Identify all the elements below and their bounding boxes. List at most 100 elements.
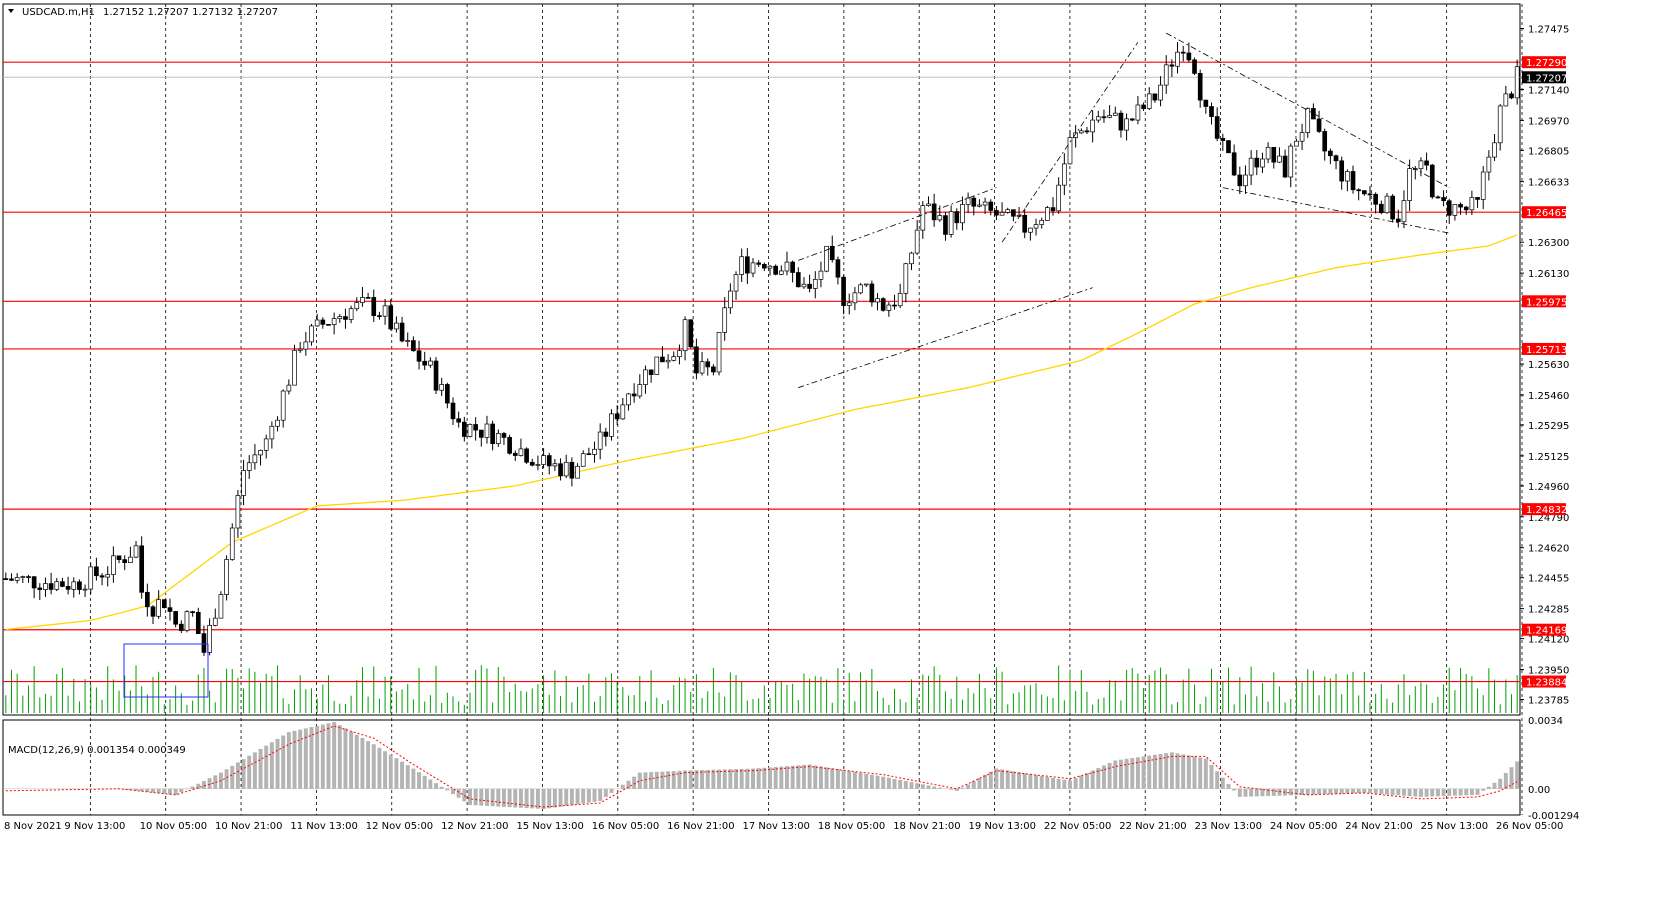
candle-body [1424, 160, 1429, 166]
candle-body [303, 341, 309, 350]
candle-body [258, 450, 263, 456]
candle-body [784, 261, 790, 272]
candle-body [541, 455, 546, 465]
candle-body [388, 305, 394, 330]
candle-body [360, 297, 365, 303]
level-price-label: 1.26465 [1526, 208, 1567, 219]
candle-body [161, 599, 167, 609]
time-tick-label: 9 Nov 13:00 [64, 821, 125, 832]
candle-body [1390, 195, 1395, 220]
price-tick-label: 1.27475 [1528, 25, 1569, 36]
candle-body [841, 276, 846, 306]
candle-body [631, 393, 637, 397]
candle-body [1254, 157, 1260, 168]
trendline [1166, 32, 1450, 189]
candle-body [580, 453, 586, 467]
candle-body [394, 322, 399, 330]
candle-body [3, 578, 9, 580]
candle-body [1497, 105, 1503, 144]
candle-body [1056, 184, 1062, 212]
candle-body [892, 304, 897, 307]
level-price-label: 1.25713 [1526, 345, 1567, 356]
time-tick-label: 24 Nov 21:00 [1345, 821, 1412, 832]
candle-body [399, 322, 405, 342]
candle-body [818, 270, 824, 280]
candle-body [1486, 156, 1492, 173]
candle-body [948, 211, 954, 235]
candle-body [1209, 106, 1214, 117]
level-price-label: 1.24169 [1526, 626, 1567, 637]
time-tick-label: 11 Nov 13:00 [290, 821, 357, 832]
candle-body [1033, 224, 1039, 229]
price-tick-label: 1.24620 [1528, 544, 1569, 555]
candle-body [648, 369, 654, 375]
macd-tick-label: 0.00 [1528, 785, 1550, 796]
candle-body [795, 272, 801, 288]
macd-signal-line [5, 725, 1518, 808]
levels-layer [3, 61, 1520, 683]
candle-body [1169, 64, 1175, 67]
candle-body [931, 203, 937, 221]
header-menu-icon[interactable] [8, 9, 14, 13]
candle-body [320, 319, 326, 325]
level-price-tag [1522, 675, 1566, 688]
grid-layer [2, 3, 1523, 816]
candles-layer [3, 42, 1520, 657]
candle-body [1271, 146, 1277, 163]
candle-body [512, 452, 518, 456]
candle-body [1407, 168, 1412, 201]
candle-body [1328, 150, 1333, 157]
candle-body [280, 390, 286, 421]
candle-body [1395, 218, 1401, 223]
candle-body [1475, 197, 1480, 200]
candle-body [1333, 155, 1339, 162]
candle-body [926, 203, 931, 206]
candle-body [1214, 116, 1220, 139]
price-tick-label: 1.26970 [1528, 116, 1569, 127]
candle-body [1022, 214, 1028, 233]
candle-body [94, 566, 99, 577]
time-tick-label: 22 Nov 21:00 [1119, 821, 1186, 832]
candle-body [716, 332, 722, 373]
candle-body [1299, 132, 1305, 142]
candle-body [60, 581, 65, 587]
candle-body [377, 315, 382, 318]
candle-body [971, 197, 977, 207]
candle-body [1367, 193, 1373, 196]
candle-body [1095, 116, 1101, 121]
candle-body [1192, 59, 1197, 74]
candle-body [965, 197, 971, 205]
candle-body [920, 205, 926, 231]
candle-body [133, 545, 139, 558]
candle-body [1378, 203, 1384, 214]
candle-body [1305, 108, 1311, 133]
current-price-tag [1522, 71, 1566, 84]
candle-body [603, 431, 609, 437]
time-tick-label: 22 Nov 05:00 [1044, 821, 1111, 832]
candle-body [1322, 131, 1328, 152]
candle-body [156, 599, 161, 617]
candle-body [1005, 209, 1011, 213]
candle-body [858, 284, 863, 294]
candle-body [1429, 164, 1435, 198]
price-tick-label: 1.25630 [1528, 360, 1569, 371]
macd-layer [3, 722, 1520, 810]
candle-body [1237, 174, 1243, 187]
candle-body [478, 429, 484, 438]
trendline [1222, 187, 1450, 234]
candle-body [1039, 220, 1045, 225]
selection-box[interactable] [123, 643, 209, 698]
candle-body [903, 263, 909, 294]
candle-body [1163, 64, 1169, 86]
candle-body [778, 270, 784, 275]
candle-body [467, 424, 473, 437]
ohlc-label: 1.27152 1.27207 1.27132 1.27207 [103, 7, 278, 18]
candle-body [111, 555, 116, 575]
candle-body [1509, 93, 1514, 99]
symbol-label: USDCAD.m,H1 [22, 7, 95, 18]
candle-body [139, 545, 145, 593]
candle-body [241, 470, 246, 496]
candle-body [846, 302, 852, 306]
candle-body [1226, 140, 1231, 154]
